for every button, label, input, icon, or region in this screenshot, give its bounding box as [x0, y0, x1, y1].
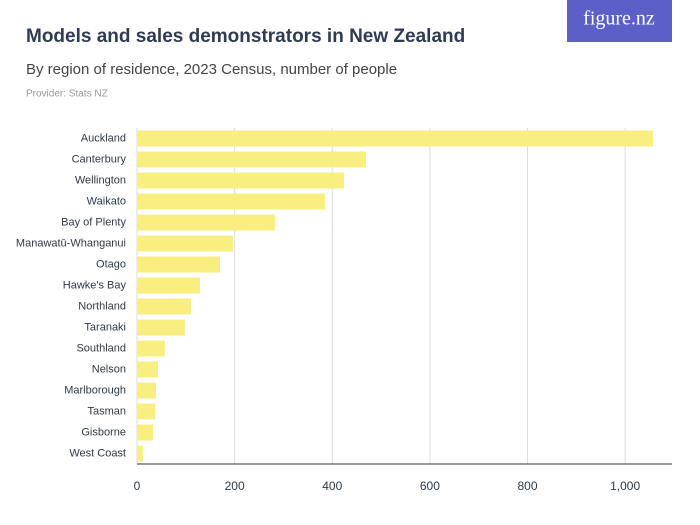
y-tick-label: Hawke's Bay	[63, 279, 127, 291]
y-tick-label: Auckland	[81, 132, 126, 144]
x-tick-label: 1,000	[610, 479, 640, 493]
y-tick-label: West Coast	[69, 447, 126, 459]
y-tick-label: Tasman	[87, 405, 126, 417]
y-tick-label: Taranaki	[84, 321, 126, 333]
y-tick-label: Manawatū-Whanganui	[16, 237, 126, 249]
y-tick-label: Wellington	[75, 174, 126, 186]
logo-box	[567, 0, 672, 42]
bar	[137, 298, 192, 315]
bar	[137, 235, 234, 252]
y-tick-label: Bay of Plenty	[61, 216, 126, 228]
chart-title: Models and sales demonstrators in New Ze…	[26, 26, 465, 47]
bar	[137, 130, 653, 147]
x-tick-label: 200	[225, 479, 245, 493]
bar	[137, 151, 366, 168]
provider: Provider: Stats NZ	[26, 89, 108, 100]
bar	[137, 172, 344, 189]
chart-subtitle: By region of residence, 2023 Census, num…	[26, 61, 397, 78]
y-tick-label: Southland	[76, 342, 126, 354]
y-tick-label: Otago	[96, 258, 126, 270]
bar	[137, 193, 325, 210]
bar	[137, 403, 156, 420]
bar	[137, 424, 154, 441]
x-tick-label: 0	[134, 479, 141, 493]
bar	[137, 214, 276, 231]
y-tick-label: Canterbury	[72, 153, 127, 165]
bar	[137, 361, 158, 378]
y-tick-label: Gisborne	[81, 426, 126, 438]
x-tick-label: 800	[517, 479, 537, 493]
y-tick-label: Nelson	[92, 363, 126, 375]
bar	[137, 340, 165, 357]
bar	[137, 277, 200, 294]
y-tick-label: Marlborough	[64, 384, 126, 396]
y-tick-label: Northland	[78, 300, 126, 312]
bar	[137, 445, 143, 462]
bar	[137, 382, 157, 399]
bar	[137, 319, 185, 336]
logo[interactable]: figure.nz	[583, 8, 655, 30]
x-tick-label: 400	[322, 479, 342, 493]
bar	[137, 256, 220, 273]
x-tick-label: 600	[420, 479, 440, 493]
y-tick-label: Waikato	[87, 195, 126, 207]
